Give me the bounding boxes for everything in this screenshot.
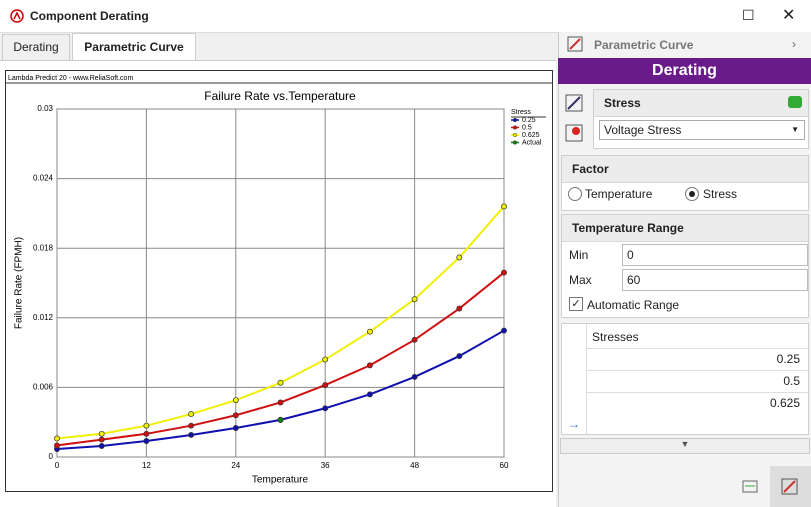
data-point <box>456 353 463 360</box>
data-point <box>277 379 284 386</box>
data-point <box>501 269 507 276</box>
x-tick-label: 24 <box>231 461 240 470</box>
chevron[interactable]: › <box>792 37 796 51</box>
factor-section: Factor Temperature Stress <box>561 155 809 211</box>
data-point <box>232 397 239 404</box>
data-point <box>366 391 373 398</box>
x-tick-label: 60 <box>500 461 509 470</box>
section-title: Stress <box>594 90 808 117</box>
data-point <box>277 399 284 406</box>
data-point <box>456 305 463 312</box>
legend-marker <box>512 132 518 138</box>
y-tick-label: 0.03 <box>37 104 53 113</box>
legend-marker <box>512 117 518 123</box>
data-point <box>143 422 150 429</box>
y-tick-label: 0 <box>49 452 54 461</box>
new-row-arrow: → <box>568 417 580 431</box>
curve-icon <box>567 36 583 52</box>
radio-selected[interactable] <box>685 187 699 201</box>
bottom-icons <box>742 478 798 495</box>
data-point <box>322 405 329 412</box>
table-cell[interactable]: 0.25 <box>587 348 808 370</box>
section-title: Temperature Range <box>562 215 808 242</box>
max-label: Max <box>569 273 592 287</box>
chart-title: Failure Rate vs.Temperature <box>204 89 356 103</box>
legend-label: 0.625 <box>522 132 540 139</box>
banner: Derating <box>558 58 811 84</box>
window-title: Component Derating <box>30 9 149 23</box>
watermark: Lambda Predict 20 - www.ReliaSoft.com <box>8 75 133 82</box>
data-point <box>277 416 284 423</box>
data-point <box>232 425 239 431</box>
data-point <box>54 435 60 442</box>
stresses-table: Stresses → 0.25 0.5 0.625 <box>561 323 809 435</box>
maximize-button[interactable]: ☐ <box>742 7 755 23</box>
data-point <box>98 436 105 443</box>
legend-title: Stress <box>511 109 531 116</box>
data-point <box>98 443 105 449</box>
tab[interactable]: Derating <box>2 34 70 61</box>
data-point <box>143 430 150 437</box>
range-section: Temperature Range Min 0 Max 60 ✓ Automat… <box>561 214 809 318</box>
x-tick-label: 36 <box>321 461 330 470</box>
data-point <box>501 203 507 210</box>
table-cell[interactable]: 0.5 <box>587 370 808 392</box>
x-axis-label: Temperature <box>252 475 309 486</box>
select-value: Voltage Stress <box>604 123 682 137</box>
legend-marker <box>512 125 518 130</box>
radio-label: Stress <box>703 187 738 201</box>
close-button[interactable]: ✕ <box>782 7 796 24</box>
data-point <box>366 362 373 369</box>
y-tick-label: 0.012 <box>33 313 54 322</box>
x-tick-label: 12 <box>142 461 151 470</box>
data-point <box>411 336 418 343</box>
data-point <box>188 432 195 438</box>
y-tick-label: 0.018 <box>33 243 54 252</box>
data-point <box>98 430 105 437</box>
scroll-down[interactable]: ▼ <box>560 438 810 454</box>
data-point <box>456 254 463 261</box>
tab-active[interactable]: Parametric Curve <box>72 33 196 61</box>
data-point <box>188 422 195 429</box>
title-bar: Component Derating ☐ ✕ <box>0 0 811 33</box>
legend-label: Actual <box>522 139 542 146</box>
data-point <box>322 382 329 389</box>
data-point <box>54 442 60 449</box>
data-point <box>188 411 195 418</box>
x-tick-label: 0 <box>55 461 60 470</box>
max-input[interactable]: 60 <box>622 269 808 291</box>
chart: Lambda Predict 20 - www.ReliaSoft.com Fa… <box>5 70 553 492</box>
min-label: Min <box>569 248 589 262</box>
y-axis-label: Failure Rate (FPMH) <box>14 237 25 329</box>
data-point <box>143 438 150 444</box>
row-divider <box>586 324 587 434</box>
section-title: Factor <box>562 156 808 183</box>
column-header: Stresses <box>592 330 639 344</box>
status-icon <box>788 96 802 108</box>
data-point <box>366 328 373 335</box>
panel-header: Parametric Curve <box>594 38 694 52</box>
legend-marker <box>512 140 518 145</box>
checkbox[interactable]: ✓ <box>569 297 583 311</box>
radio[interactable] <box>568 187 582 201</box>
min-input[interactable]: 0 <box>622 244 808 266</box>
tool-icons[interactable] <box>564 93 584 145</box>
stress-section: Stress Voltage Stress ▼ <box>593 89 809 149</box>
legend-label: 0.25 <box>522 117 536 124</box>
data-point <box>322 356 329 363</box>
y-tick-label: 0.006 <box>33 383 54 392</box>
y-tick-label: 0.024 <box>33 174 54 183</box>
data-point <box>411 296 418 303</box>
app-icon <box>10 9 24 23</box>
checkbox-label: Automatic Range <box>587 298 680 312</box>
stress-select[interactable]: Voltage Stress ▼ <box>599 120 805 140</box>
data-point <box>232 412 239 419</box>
data-point <box>411 374 418 380</box>
data-point <box>501 327 507 334</box>
table-cell[interactable]: 0.625 <box>587 392 808 414</box>
x-tick-label: 48 <box>410 461 419 470</box>
radio-label: Temperature <box>585 187 653 201</box>
legend-label: 0.5 <box>522 124 532 131</box>
